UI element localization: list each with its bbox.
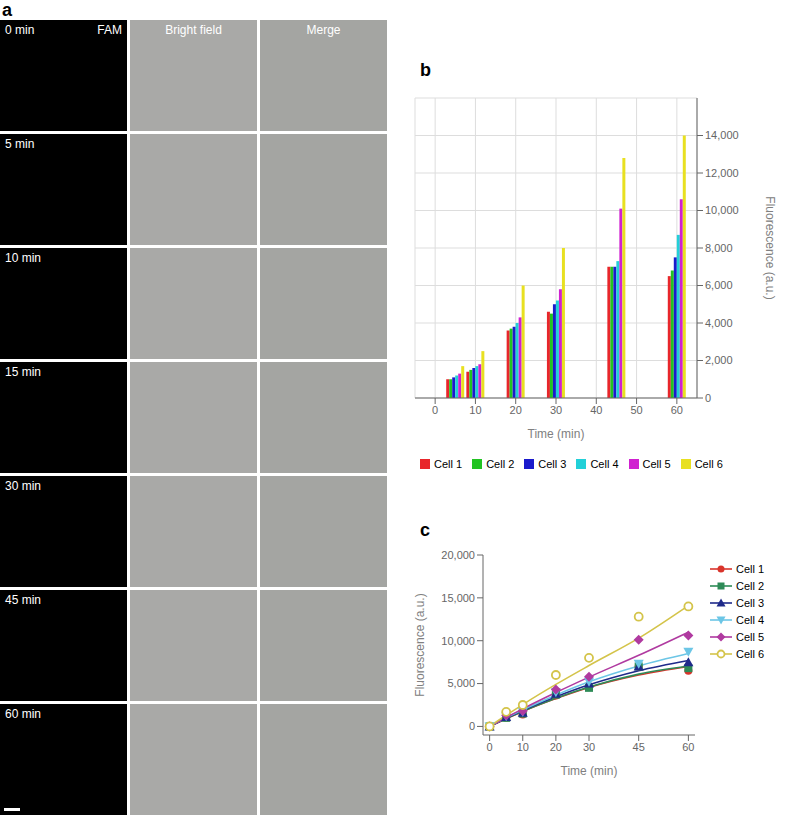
svg-text:0: 0 [432,404,438,416]
svg-text:20,000: 20,000 [441,549,475,561]
svg-text:Time (min): Time (min) [528,427,585,441]
html-text:a: a [2,0,12,20]
svg-text:8,000: 8,000 [705,242,733,254]
svg-text:10,000: 10,000 [441,635,475,647]
svg-text:15,000: 15,000 [441,592,475,604]
html-text:15 min: 15 min [5,365,41,379]
svg-text:30: 30 [550,404,562,416]
html-text:FAM: FAM [97,23,122,37]
svg-text:10: 10 [469,404,481,416]
svg-text:2,000: 2,000 [705,354,733,366]
svg-text:6,000: 6,000 [705,279,733,291]
html-text:5 min: 5 min [5,137,35,151]
svg-text:20: 20 [510,404,522,416]
svg-text:40: 40 [590,404,602,416]
svg-text:Fluorescence (a.u.): Fluorescence (a.u.) [413,593,427,696]
html-text:Cell 1: Cell 1 [434,458,463,470]
html-text:Cell 6: Cell 6 [736,647,765,660]
html-text:60 min: 60 min [5,707,41,721]
html-text:Merge: Merge [306,23,341,37]
html-text:Cell 5: Cell 5 [642,458,671,470]
svg-text:4,000: 4,000 [705,317,733,329]
html-text:Bright field: Bright field [165,23,222,37]
svg-text:Time (min): Time (min) [561,764,618,778]
html-text:c: c [420,520,430,540]
html-text:Cell 5: Cell 5 [736,630,765,643]
html-text:Cell 2: Cell 2 [486,458,515,470]
svg-text:20: 20 [550,741,562,753]
html-text:Cell 3: Cell 3 [538,458,567,470]
svg-text:60: 60 [671,404,683,416]
svg-text:30: 30 [583,741,595,753]
svg-text:0: 0 [487,741,493,753]
html-text:Cell 3: Cell 3 [736,596,765,609]
svg-text:0: 0 [469,720,475,732]
html-text:Cell 1: Cell 1 [736,562,765,575]
svg-text:5,000: 5,000 [447,677,475,689]
html-text:10 min: 10 min [5,251,41,265]
html-text:Cell 2: Cell 2 [736,579,765,592]
html-text:30 min: 30 min [5,479,41,493]
svg-text:14,000: 14,000 [705,129,739,141]
html-text:0 min: 0 min [5,23,35,37]
svg-text:45: 45 [633,741,645,753]
html-text:45 min: 45 min [5,593,41,607]
svg-text:12,000: 12,000 [705,167,739,179]
html-text:Cell 4: Cell 4 [736,613,765,626]
html-text:Cell 6: Cell 6 [694,458,723,470]
svg-text:Fluorescence (a.u.): Fluorescence (a.u.) [763,196,777,299]
svg-text:50: 50 [630,404,642,416]
svg-text:10,000: 10,000 [705,204,739,216]
svg-text:0: 0 [705,392,711,404]
html-text:Cell 4: Cell 4 [590,458,619,470]
html-text:b: b [420,60,431,80]
svg-text:60: 60 [682,741,694,753]
svg-text:10: 10 [517,741,529,753]
